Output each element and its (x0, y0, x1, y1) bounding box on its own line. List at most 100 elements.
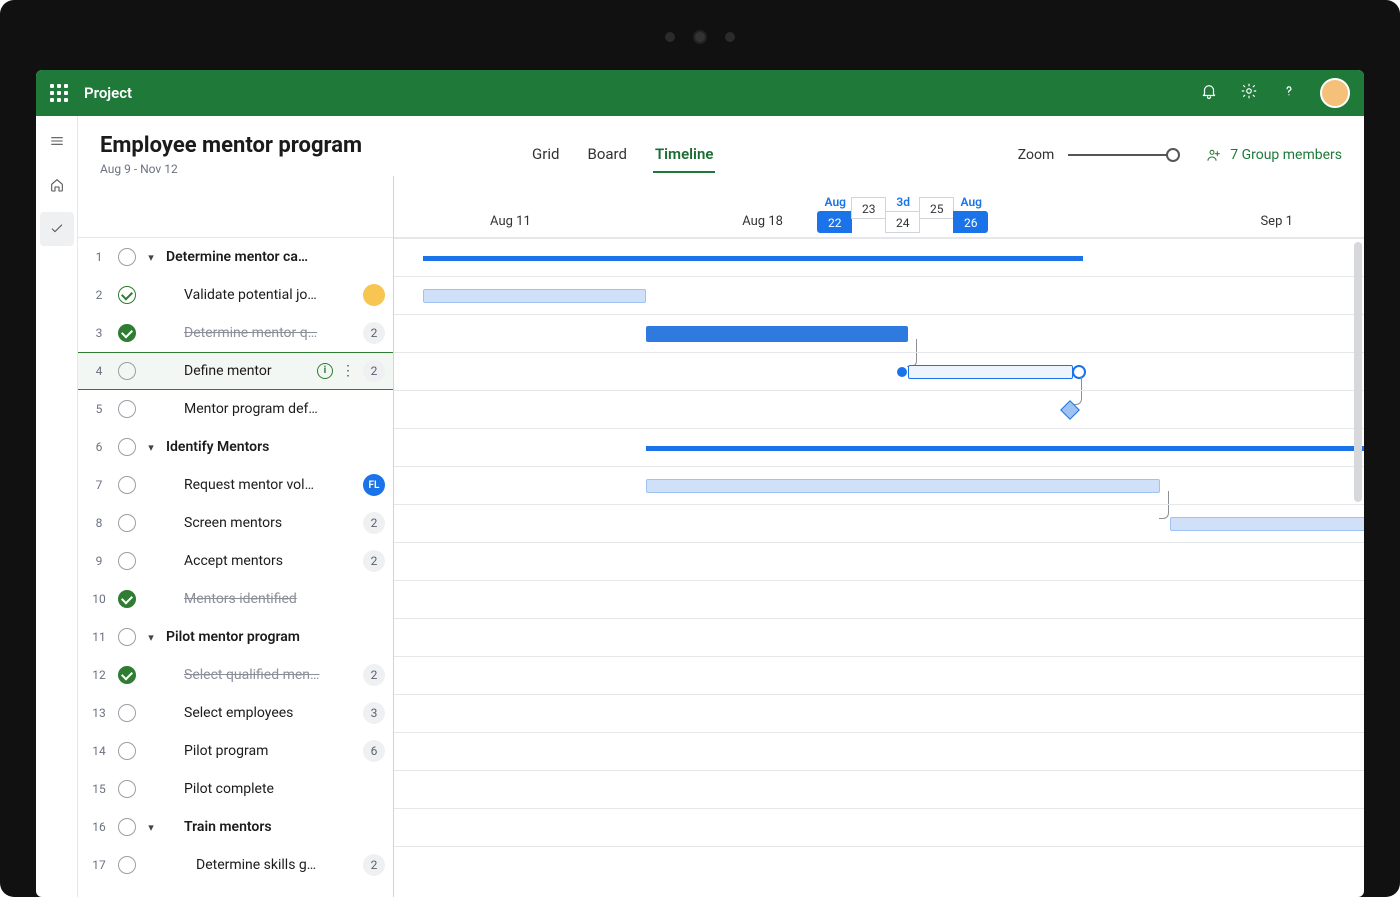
task-name[interactable]: Screen mentors (166, 515, 355, 531)
task-row[interactable]: 4Define mentori⋮2 (78, 352, 393, 390)
gantt-bar[interactable] (423, 289, 646, 303)
gantt-milestone[interactable] (1060, 400, 1080, 420)
gantt-bar[interactable] (646, 326, 908, 342)
gantt-bar[interactable] (908, 365, 1073, 379)
task-status-circle[interactable] (118, 628, 136, 646)
gantt-bar[interactable] (1170, 517, 1364, 531)
task-row[interactable]: 8 Screen mentors 2 (78, 504, 393, 542)
assignee-count-badge[interactable]: 2 (363, 322, 385, 344)
group-members-button[interactable]: 7 Group members (1206, 147, 1342, 163)
assignee-count-badge[interactable]: 2 (363, 360, 385, 382)
task-status-circle[interactable] (118, 590, 136, 608)
task-row[interactable]: 17Determine skills g…2 (78, 846, 393, 884)
tab-timeline[interactable]: Timeline (653, 137, 715, 173)
chevron-down-icon[interactable]: ▾ (144, 821, 158, 834)
nav-menu-button[interactable] (40, 124, 74, 158)
task-name[interactable]: Identify Mentors (166, 439, 385, 455)
gantt-area[interactable]: Aug 11Aug 18Sep 1Aug22233d2425Aug26 (394, 176, 1364, 897)
assignee-count-badge[interactable]: 2 (363, 854, 385, 876)
date-pill-day[interactable]: 25 (919, 197, 954, 219)
task-name[interactable]: Pilot program (166, 743, 355, 759)
task-name[interactable]: Determine mentor ca… (166, 249, 385, 265)
task-status-circle[interactable] (118, 248, 136, 266)
more-icon[interactable]: ⋮ (341, 368, 355, 374)
gantt-bar[interactable] (646, 446, 1364, 451)
chevron-down-icon[interactable]: ▾ (144, 441, 158, 454)
notifications-icon[interactable] (1200, 82, 1218, 104)
task-status-circle[interactable] (118, 438, 136, 456)
task-status-circle[interactable] (118, 324, 136, 342)
assignee-count-badge[interactable]: 6 (363, 740, 385, 762)
task-status-circle[interactable] (118, 704, 136, 722)
scrollbar-vertical[interactable] (1354, 242, 1362, 502)
task-row[interactable]: 10Mentors identified (78, 580, 393, 618)
app-launcher-icon[interactable] (50, 84, 68, 102)
assignee-avatar[interactable]: FL (363, 474, 385, 496)
task-status-circle[interactable] (118, 362, 136, 380)
gantt-row (394, 542, 1364, 580)
gantt-bar[interactable] (646, 479, 1160, 493)
task-row[interactable]: 14Pilot program6 (78, 732, 393, 770)
date-focus-pills[interactable]: Aug22233d2425Aug26 (818, 195, 988, 233)
task-row[interactable]: 1▾Determine mentor ca… (78, 238, 393, 276)
nav-home-button[interactable] (40, 168, 74, 202)
assignee-count-badge[interactable]: 3 (363, 702, 385, 724)
task-name[interactable]: Select employees (166, 705, 355, 721)
task-status-circle[interactable] (118, 400, 136, 418)
assignee-count-badge[interactable]: 2 (363, 664, 385, 686)
task-column: 1▾Determine mentor ca…2Validate potentia… (78, 176, 394, 897)
task-row[interactable]: 5Mentor program def… (78, 390, 393, 428)
gantt-bar[interactable] (423, 256, 1083, 261)
chevron-down-icon[interactable]: ▾ (144, 251, 158, 264)
task-row[interactable]: 15Pilot complete (78, 770, 393, 808)
task-name[interactable]: Pilot complete (166, 781, 385, 797)
task-number: 8 (88, 516, 110, 530)
task-name[interactable]: Request mentor vol… (166, 477, 355, 493)
task-name[interactable]: Define mentor (166, 363, 305, 379)
task-status-circle[interactable] (118, 856, 136, 874)
task-status-circle[interactable] (118, 818, 136, 836)
task-status-circle[interactable] (118, 476, 136, 494)
date-pill-day[interactable]: 22 (817, 211, 852, 233)
task-status-circle[interactable] (118, 780, 136, 798)
task-status-circle[interactable] (118, 666, 136, 684)
task-name[interactable]: Determine skills g… (166, 857, 355, 873)
tab-board[interactable]: Board (585, 137, 628, 173)
task-status-circle[interactable] (118, 514, 136, 532)
task-name[interactable]: Validate potential jo… (166, 287, 355, 303)
task-name[interactable]: Mentors identified (166, 591, 385, 607)
task-status-circle[interactable] (118, 552, 136, 570)
date-pill-day[interactable]: 24 (885, 211, 920, 233)
assignee-avatar[interactable] (363, 284, 385, 306)
task-row[interactable]: 3Determine mentor q…2 (78, 314, 393, 352)
task-name[interactable]: Train mentors (166, 819, 385, 835)
task-status-circle[interactable] (118, 742, 136, 760)
info-icon[interactable]: i (317, 363, 333, 379)
task-name[interactable]: Determine mentor q… (166, 325, 355, 341)
task-name[interactable]: Mentor program def… (166, 401, 385, 417)
settings-icon[interactable] (1240, 82, 1258, 104)
task-row[interactable]: 9Accept mentors2 (78, 542, 393, 580)
task-row[interactable]: 2Validate potential jo… (78, 276, 393, 314)
zoom-slider[interactable] (1068, 148, 1178, 162)
help-icon[interactable] (1280, 82, 1298, 104)
task-row[interactable]: 6▾Identify Mentors (78, 428, 393, 466)
task-name[interactable]: Select qualified men… (166, 667, 355, 683)
task-name[interactable]: Accept mentors (166, 553, 355, 569)
assignee-count-badge[interactable]: 2 (363, 512, 385, 534)
task-row[interactable]: 12Select qualified men…2 (78, 656, 393, 694)
task-name[interactable]: Pilot mentor program (166, 629, 385, 645)
nav-check-button[interactable] (40, 212, 74, 246)
tab-grid[interactable]: Grid (530, 137, 561, 173)
task-row[interactable]: 16▾Train mentors (78, 808, 393, 846)
task-row[interactable]: 13Select employees3 (78, 694, 393, 732)
task-row[interactable]: 7Request mentor vol…FL (78, 466, 393, 504)
chevron-down-icon[interactable]: ▾ (144, 631, 158, 644)
date-pill-day[interactable]: 23 (851, 197, 886, 219)
task-status-circle[interactable] (118, 286, 136, 304)
date-pill-top-label: Aug (954, 195, 988, 211)
assignee-count-badge[interactable]: 2 (363, 550, 385, 572)
date-pill-day[interactable]: 26 (953, 211, 988, 233)
task-row[interactable]: 11▾Pilot mentor program (78, 618, 393, 656)
user-avatar[interactable] (1320, 78, 1350, 108)
